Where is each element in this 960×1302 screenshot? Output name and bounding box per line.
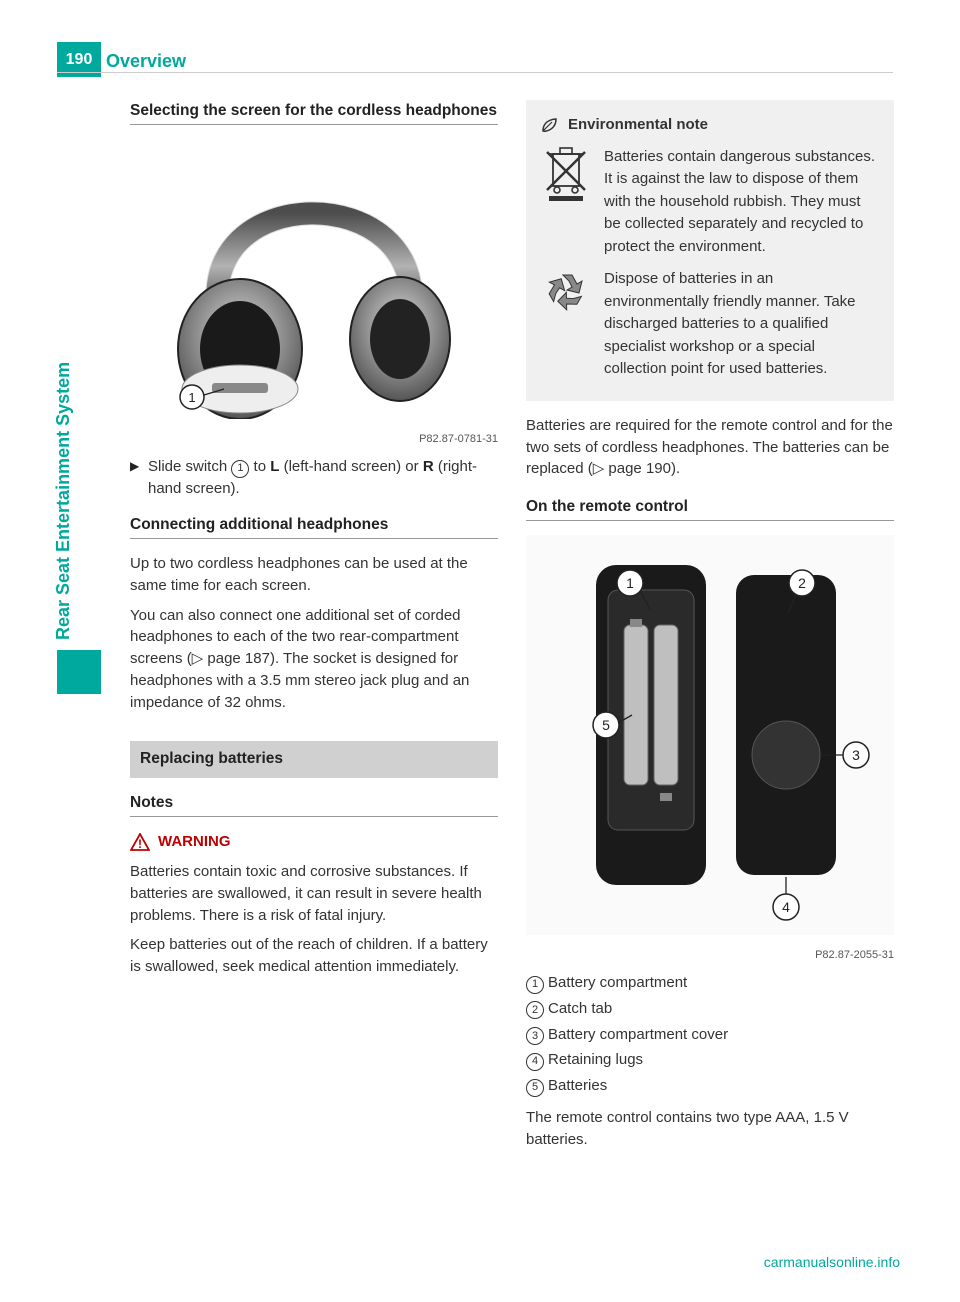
env-text: Dispose of batteries in an environmental… bbox=[604, 268, 880, 381]
warning-triangle-icon: ! bbox=[130, 833, 150, 851]
env-text: Batteries contain dangerous substances. … bbox=[604, 146, 880, 259]
callout-label: Catch tab bbox=[548, 998, 612, 1020]
callout-num-icon: 5 bbox=[526, 1079, 544, 1097]
page-title: Overview bbox=[106, 48, 186, 74]
figure-headphones: 1 bbox=[130, 139, 498, 419]
side-tab-square bbox=[57, 650, 101, 694]
callout-label: Battery compartment cover bbox=[548, 1024, 728, 1046]
svg-text:4: 4 bbox=[782, 899, 790, 915]
paragraph: Up to two cordless headphones can be use… bbox=[130, 553, 498, 597]
t: (left-hand screen) or bbox=[279, 458, 422, 475]
leaf-icon bbox=[540, 116, 558, 134]
paragraph: The remote control contains two type AAA… bbox=[526, 1107, 894, 1151]
callout-num-icon: 4 bbox=[526, 1053, 544, 1071]
figure-caption: P82.87-0781-31 bbox=[130, 432, 498, 448]
svg-text:1: 1 bbox=[188, 390, 195, 405]
heading-rule bbox=[130, 124, 498, 125]
figure-remote-control: 1 2 3 4 5 bbox=[526, 535, 894, 935]
callout-item: 4Retaining lugs bbox=[526, 1049, 894, 1071]
heading-rule bbox=[130, 816, 498, 817]
callout-label: Battery compartment bbox=[548, 972, 687, 994]
content-area: Selecting the screen for the cordless he… bbox=[130, 100, 894, 1158]
heading-on-remote: On the remote control bbox=[526, 496, 894, 518]
t: to bbox=[249, 458, 270, 475]
svg-text:!: ! bbox=[138, 837, 142, 851]
warning-heading: ! WARNING bbox=[130, 831, 498, 853]
heading-rule bbox=[130, 538, 498, 539]
callout-ref-1: 1 bbox=[231, 460, 249, 478]
callout-label: Batteries bbox=[548, 1075, 607, 1097]
t: Slide switch bbox=[148, 458, 231, 475]
side-tab-label: Rear Seat Entertainment System bbox=[50, 362, 76, 640]
heading-replacing-batteries: Replacing batteries bbox=[130, 741, 498, 777]
left-column: Selecting the screen for the cordless he… bbox=[130, 100, 498, 1158]
callout-num-icon: 3 bbox=[526, 1027, 544, 1045]
warning-paragraph: Batteries contain toxic and corrosive su… bbox=[130, 861, 498, 926]
footer-source: carmanualsonline.info bbox=[764, 1252, 900, 1272]
heading-rule bbox=[526, 520, 894, 521]
env-title-text: Environmental note bbox=[568, 114, 708, 136]
callout-label: Retaining lugs bbox=[548, 1049, 643, 1071]
heading-additional-headphones: Connecting additional headphones bbox=[130, 514, 498, 536]
callout-legend: 1Battery compartment 2Catch tab 3Battery… bbox=[526, 972, 894, 1097]
right-column: Environmental note Batteries conta bbox=[526, 100, 894, 1158]
figure-caption: P82.87-2055-31 bbox=[526, 948, 894, 964]
no-trash-icon bbox=[540, 146, 592, 259]
step-text: Slide switch 1 to L (left-hand screen) o… bbox=[148, 456, 498, 500]
callout-item: 3Battery compartment cover bbox=[526, 1024, 894, 1046]
warning-paragraph: Keep batteries out of the reach of child… bbox=[130, 934, 498, 978]
heading-notes: Notes bbox=[130, 792, 498, 814]
callout-num-icon: 1 bbox=[526, 976, 544, 994]
callout-item: 1Battery compartment bbox=[526, 972, 894, 994]
callout-item: 5Batteries bbox=[526, 1075, 894, 1097]
svg-text:5: 5 bbox=[602, 717, 610, 733]
header-rule bbox=[57, 72, 893, 73]
heading-cordless-headphones: Selecting the screen for the cordless he… bbox=[130, 100, 498, 122]
paragraph: You can also connect one additional set … bbox=[130, 605, 498, 714]
env-row-recycle: Dispose of batteries in an environmental… bbox=[540, 268, 880, 381]
environmental-note-box: Environmental note Batteries conta bbox=[526, 100, 894, 401]
svg-text:3: 3 bbox=[852, 747, 860, 763]
svg-text:1: 1 bbox=[626, 575, 634, 591]
warning-label: WARNING bbox=[158, 831, 231, 853]
step-marker-icon: ▶ bbox=[130, 456, 148, 500]
env-row-no-trash: Batteries contain dangerous substances. … bbox=[540, 146, 880, 259]
step-slide-switch: ▶ Slide switch 1 to L (left-hand screen)… bbox=[130, 456, 498, 500]
environmental-note-heading: Environmental note bbox=[540, 114, 880, 136]
svg-text:2: 2 bbox=[798, 575, 806, 591]
paragraph: Batteries are required for the remote co… bbox=[526, 415, 894, 480]
key-R: R bbox=[423, 458, 434, 475]
callout-item: 2Catch tab bbox=[526, 998, 894, 1020]
recycle-icon bbox=[540, 268, 592, 381]
callout-num-icon: 2 bbox=[526, 1001, 544, 1019]
